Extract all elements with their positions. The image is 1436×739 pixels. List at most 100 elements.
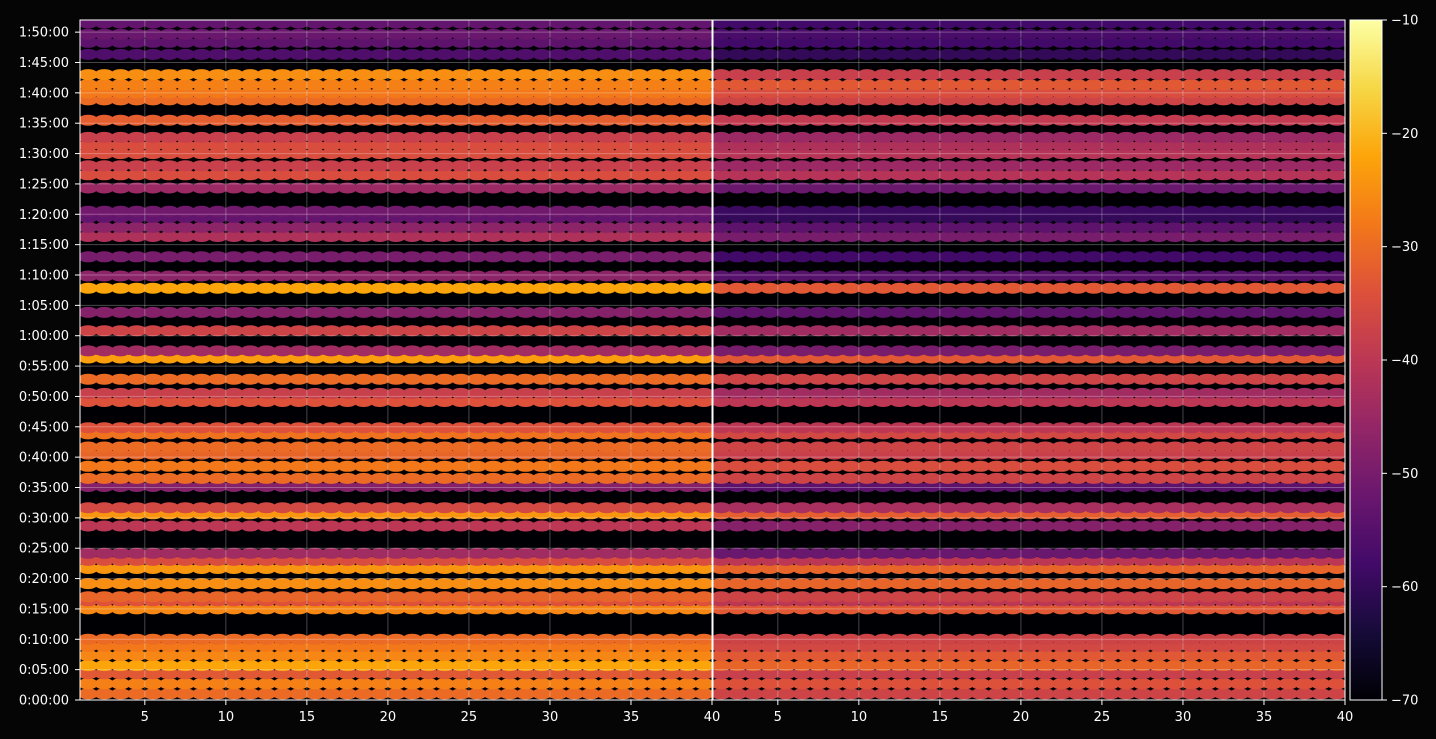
heatmap-cell	[629, 48, 650, 60]
heatmap-cell	[288, 114, 309, 126]
heatmap-cell	[305, 169, 325, 181]
heatmap-cell	[1019, 396, 1039, 407]
heatmap-cell	[612, 251, 633, 263]
heatmap-cell	[1083, 231, 1104, 242]
heatmap-cell	[986, 306, 1007, 318]
heatmap-cell	[1213, 131, 1234, 143]
heatmap-cell	[743, 270, 764, 282]
heatmap-cell	[889, 28, 910, 40]
heatmap-cell	[142, 387, 163, 399]
heatmap-cell	[1083, 678, 1104, 690]
heatmap-cell	[305, 660, 325, 672]
heatmap-cell	[564, 396, 585, 407]
heatmap-cell	[840, 205, 861, 217]
heatmap-cell	[272, 325, 293, 337]
heatmap-cell	[645, 460, 666, 472]
heatmap-cell	[256, 251, 277, 263]
heatmap-cell	[175, 114, 196, 126]
heatmap-cell	[645, 502, 666, 514]
heatmap-cell	[954, 668, 975, 680]
heatmap-cell	[1197, 282, 1218, 294]
heatmap-cell	[1148, 396, 1169, 407]
heatmap-cell	[986, 481, 1007, 492]
heatmap-cell	[499, 633, 520, 645]
heatmap-cell	[1002, 660, 1023, 672]
heatmap-cell	[240, 251, 261, 263]
heatmap-cell	[337, 481, 358, 492]
heatmap-cell	[1148, 547, 1169, 559]
heatmap-cell	[126, 502, 147, 514]
heatmap-cell	[1100, 140, 1120, 151]
heatmap-cell	[1326, 182, 1345, 194]
heatmap-cell	[1213, 69, 1234, 81]
heatmap-cell	[629, 182, 650, 194]
heatmap-cell	[792, 520, 813, 532]
heatmap-cell	[727, 650, 748, 661]
heatmap-cell	[1051, 547, 1072, 559]
heatmap-cell	[1197, 547, 1218, 559]
right-band-18	[713, 472, 1345, 484]
heatmap-cell	[1035, 678, 1056, 690]
y-tick-label: 0:00:00	[19, 694, 69, 709]
heatmap-cell	[824, 603, 845, 615]
heatmap-cell	[743, 28, 764, 40]
heatmap-cell	[873, 472, 894, 484]
heatmap-cell	[759, 48, 780, 60]
heatmap-cell	[970, 520, 991, 532]
heatmap-cell	[1197, 160, 1218, 172]
heatmap-cell	[207, 472, 228, 484]
heatmap-cell	[305, 306, 325, 318]
heatmap-cell	[207, 325, 228, 337]
heatmap-cell	[792, 668, 813, 680]
heatmap-cell	[1035, 650, 1056, 661]
heatmap-cell	[386, 169, 406, 181]
heatmap-cell	[353, 650, 374, 661]
heatmap-cell	[1326, 282, 1345, 294]
heatmap-cell	[759, 678, 780, 690]
heatmap-cell	[1262, 69, 1283, 81]
y-tick-label: 0:50:00	[19, 390, 69, 405]
heatmap-cell	[548, 20, 569, 29]
heatmap-cell	[256, 668, 277, 680]
heatmap-cell	[713, 688, 732, 700]
heatmap-cell	[1051, 251, 1072, 263]
heatmap-cell	[677, 79, 698, 91]
heatmap-cell	[629, 396, 650, 407]
heatmap-cell	[1229, 48, 1250, 60]
heatmap-cell	[1181, 79, 1202, 91]
heatmap-cell	[467, 660, 487, 672]
heatmap-cell	[775, 325, 796, 337]
heatmap-cell	[792, 633, 813, 645]
heatmap-cell	[775, 678, 796, 690]
heatmap-cell	[1213, 140, 1234, 151]
right-band-21	[713, 441, 1345, 453]
heatmap-cell	[207, 20, 228, 29]
heatmap-cell	[905, 603, 926, 615]
heatmap-cell	[970, 182, 991, 194]
heatmap-cell	[1278, 231, 1299, 242]
heatmap-cell	[272, 205, 293, 217]
heatmap-cell	[256, 396, 277, 407]
heatmap-cell	[713, 481, 732, 492]
heatmap-cell	[713, 345, 732, 357]
heatmap-cell	[1181, 140, 1202, 151]
heatmap-cell	[1326, 48, 1345, 60]
heatmap-cell	[612, 169, 633, 181]
heatmap-cell	[889, 79, 910, 91]
heatmap-cell	[1116, 251, 1137, 263]
heatmap-cell	[775, 221, 796, 233]
heatmap-cell	[94, 633, 115, 645]
heatmap-cell	[223, 169, 244, 181]
heatmap-cell	[856, 28, 877, 40]
left-band-17	[80, 481, 712, 492]
heatmap-cell	[1067, 325, 1088, 337]
heatmap-cell	[110, 481, 131, 492]
heatmap-cell	[369, 20, 390, 29]
heatmap-cell	[713, 69, 732, 81]
heatmap-cell	[142, 668, 163, 680]
heatmap-cell	[548, 603, 569, 615]
heatmap-cell	[1197, 520, 1218, 532]
heatmap-cell	[288, 20, 309, 29]
heatmap-cell	[321, 460, 342, 472]
heatmap-cell	[921, 603, 942, 615]
